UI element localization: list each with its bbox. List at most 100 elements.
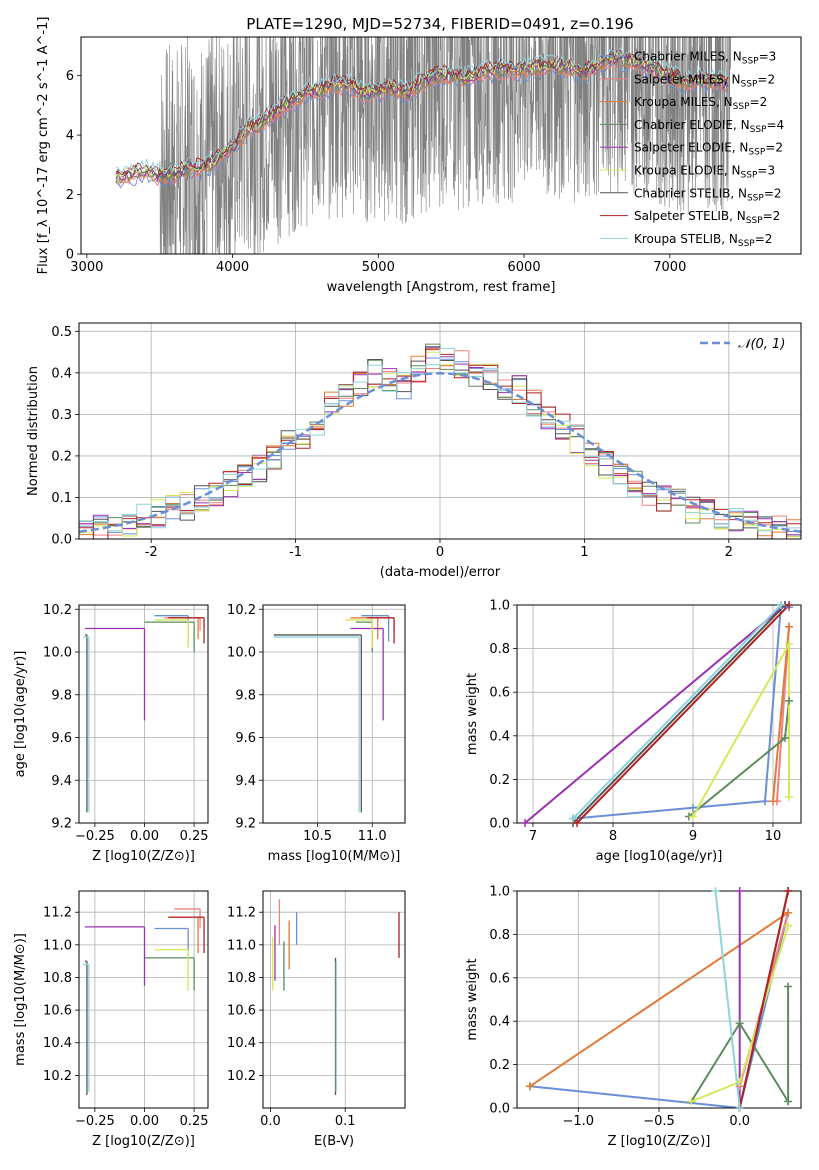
- mass-vs-z-ytick-label: 11.2: [43, 906, 72, 921]
- mass-vs-z-ylabel: mass [log10(M/M⊙)]: [13, 933, 28, 1066]
- legend-subscript: SSP: [746, 216, 763, 226]
- legend-value: =3: [757, 164, 775, 178]
- age-vs-z-ylabel: age [log10(age/yr)]: [13, 651, 28, 778]
- weight-vs-z-ytick-label: 1.0: [489, 885, 510, 900]
- weight-vs-age-xlabel: age [log10(age/yr)]: [596, 849, 723, 864]
- mass-vs-ebv-ytick-label: 10.6: [227, 1004, 256, 1019]
- spectrum-legend-entry: Kroupa ELODIE, NSSP=3: [634, 164, 775, 181]
- gaussian-curve: [79, 372, 801, 533]
- weight-vs-z-ytick-label: 0.2: [489, 1058, 510, 1073]
- weight-vs-z-panel: −1.0 −0.5 0.0 0.0 0.2 0.4 0.6 0.8 1.0 Z [log10(Z/…: [465, 885, 802, 1149]
- weight-vs-z-series-line: [529, 911, 789, 1088]
- weight-vs-age-ytick-label: 0.0: [489, 817, 510, 832]
- legend-value: =2: [750, 95, 768, 109]
- mass-vs-ebv-ytick-label: 11.0: [227, 938, 256, 953]
- weight-vs-age-series-marker: [785, 601, 793, 609]
- age-vs-z-xtick-label: 0.00: [130, 829, 159, 844]
- weight-vs-z-xtick-label: −1.0: [563, 1114, 595, 1129]
- age-vs-mass-ytick-label: 10.2: [227, 603, 256, 618]
- weight-vs-age-ytick-label: 0.2: [489, 773, 510, 788]
- residual-histogram-ytick-label: 0.2: [51, 449, 72, 464]
- mass-vs-z-ytick-label: 10.6: [43, 1004, 72, 1019]
- weight-vs-age-series-marker: [781, 733, 789, 742]
- mass-vs-ebv-xtick-label: 0.0: [260, 1114, 281, 1129]
- weight-vs-age-series-line: [572, 605, 786, 823]
- weight-vs-z-series-marker: [711, 887, 720, 895]
- weight-vs-age-series-marker: [785, 622, 793, 631]
- spectrum-ytick-label: 4: [66, 129, 74, 144]
- weight-vs-z-series-marker: [784, 887, 793, 895]
- legend-name: Chabrier ELODIE, N: [634, 118, 750, 132]
- legend-name: Kroupa MILES, N: [634, 95, 733, 109]
- weight-vs-age-xtick-label: 7: [529, 829, 537, 844]
- weight-vs-age-series-marker: [785, 792, 793, 801]
- spectrum-xlabel: wavelength [Angstrom, rest frame]: [327, 280, 556, 295]
- weight-vs-age-series-line: [772, 626, 790, 802]
- weight-vs-z-xtick-label: −0.5: [643, 1114, 675, 1129]
- mass-vs-z-xtick-label: 0.25: [180, 1114, 209, 1129]
- age-vs-z-ytick-label: 9.8: [51, 688, 72, 703]
- spectrum-xtick-label: 6000: [508, 260, 541, 275]
- weight-vs-age-xtick-label: 10: [765, 829, 782, 844]
- legend-name: Salpeter STELIB, N: [634, 209, 746, 223]
- spectrum-ylabel: Flux [f_λ 10^-17 erg cm^-2 s^-1 A^-1]: [36, 17, 51, 275]
- mass-vs-ebv-xtick-label: 0.1: [335, 1114, 356, 1129]
- age-vs-mass-ytick-label: 9.8: [235, 688, 256, 703]
- weight-vs-z-series-line: [714, 891, 741, 1108]
- legend-value: =2: [765, 141, 783, 155]
- weight-vs-age-ylabel: mass weight: [465, 673, 480, 755]
- weight-vs-age-series-marker: [761, 797, 769, 806]
- mass-vs-z-panel: −0.25 0.00 0.25 10.2 10.4 10.6 10.8 11.0 11.2 Z […: [13, 890, 209, 1149]
- spectrum-xtick-label: 5000: [362, 260, 395, 275]
- weight-vs-age-panel: 7 8 9 10 0.0 0.2 0.4 0.6 0.8 1.0 age [log10(age/yr…: [465, 599, 802, 864]
- age-vs-z-xtick-label: −0.25: [75, 829, 115, 844]
- weight-vs-z-series-marker: [735, 1019, 744, 1028]
- weight-vs-z-series-marker: [784, 1097, 793, 1106]
- weight-vs-age-series-marker: [785, 696, 793, 705]
- legend-subscript: SSP: [750, 125, 767, 135]
- legend-value: =2: [764, 186, 782, 200]
- weight-vs-z-ytick-label: 0.4: [489, 1015, 510, 1030]
- legend-subscript: SSP: [747, 193, 764, 203]
- spectrum-xtick-label: 3000: [70, 260, 103, 275]
- weight-vs-z-series-line: [690, 986, 790, 1106]
- weight-vs-age-series-marker: [785, 640, 793, 649]
- residual-histogram-ytick-label: 0.5: [51, 325, 72, 340]
- age-vs-z-ytick-label: 9.6: [51, 731, 72, 746]
- mass-vs-z-xlabel: Z [log10(Z/Z⊙)]: [92, 1134, 195, 1149]
- mass-vs-z-plot-area: [82, 908, 205, 1095]
- mass-vs-z-ytick-label: 11.0: [43, 938, 72, 953]
- weight-vs-age-ytick-label: 0.8: [489, 642, 510, 657]
- legend-name: Kroupa ELODIE, N: [634, 164, 741, 178]
- residual-histogram-ylabel: Normed distribution: [26, 366, 41, 496]
- spectrum-legend-entry: Salpeter ELODIE, NSSP=2: [634, 141, 783, 158]
- weight-vs-z-ylabel: mass weight: [465, 958, 480, 1040]
- spectrum-ytick-label: 6: [66, 69, 74, 84]
- residual-histogram-ytick-label: 0.0: [51, 533, 72, 548]
- age-vs-mass-frame: [262, 604, 406, 824]
- weight-vs-age-series-marker: [569, 814, 577, 823]
- spectrum-legend-entry: Chabrier MILES, NSSP=3: [634, 50, 776, 67]
- weight-vs-age-series-line: [524, 605, 786, 823]
- residual-histogram-ytick-label: 0.3: [51, 408, 72, 423]
- residual-histogram-xtick-label: -2: [145, 545, 158, 560]
- mass-vs-z-xtick-label: 0.00: [130, 1114, 159, 1129]
- age-vs-z-frame: [78, 604, 209, 824]
- residual-histogram-frame: [78, 322, 802, 540]
- age-vs-z-xlabel: Z [log10(Z/Z⊙)]: [92, 849, 195, 864]
- residual-histogram-ytick-label: 0.4: [51, 366, 72, 381]
- legend-name: Salpeter ELODIE, N: [634, 141, 748, 155]
- spectrum-plot-area: [115, 37, 731, 254]
- residual-histogram-xtick-label: 0: [436, 545, 444, 560]
- age-vs-mass-ytick-label: 9.6: [235, 731, 256, 746]
- spectrum-model-line: [115, 61, 729, 189]
- weight-vs-age-series-marker: [689, 812, 697, 821]
- spectrum-legend-entry: Salpeter MILES, NSSP=2: [634, 72, 775, 89]
- weight-vs-z-series-marker: [784, 921, 793, 930]
- residual-histogram-xtick-label: 2: [725, 545, 733, 560]
- legend-subscript: SSP: [733, 102, 750, 112]
- figure-title: PLATE=1290, MJD=52734, FIBERID=0491, z=0…: [246, 15, 633, 33]
- residual-histogram-xlabel: (data-model)/error: [380, 565, 501, 580]
- weight-vs-age-xtick-label: 9: [689, 829, 697, 844]
